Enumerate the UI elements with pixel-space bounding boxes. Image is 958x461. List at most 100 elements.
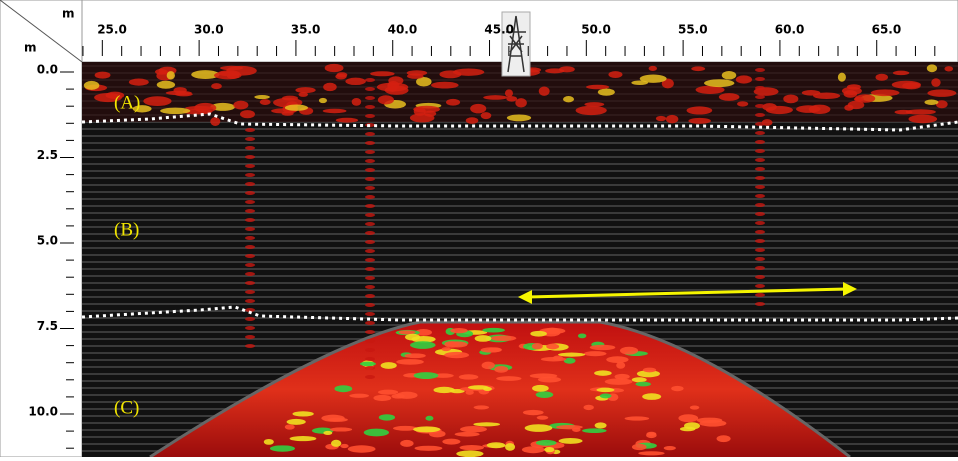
- reflection: [755, 194, 765, 198]
- reflection: [596, 387, 615, 393]
- reflection: [365, 132, 375, 136]
- reflection: [365, 204, 375, 208]
- reflection: [365, 195, 375, 199]
- reflection: [377, 389, 399, 395]
- reflection: [875, 73, 888, 81]
- reflection: [524, 424, 553, 432]
- reflection: [323, 82, 337, 92]
- reflection: [393, 425, 418, 431]
- reflection: [755, 131, 765, 135]
- reflection: [347, 445, 376, 453]
- y-tick-label: 2.5: [37, 148, 58, 162]
- reflection: [892, 70, 910, 76]
- reflection: [631, 443, 647, 451]
- y-tick-label: 10.0: [28, 405, 58, 419]
- reflection: [460, 426, 487, 433]
- reflection: [671, 385, 684, 392]
- reflection: [755, 185, 765, 189]
- reflection: [473, 405, 490, 410]
- reflection: [365, 159, 375, 163]
- x-unit: m: [62, 7, 75, 21]
- reflection: [537, 376, 562, 383]
- reflection: [321, 414, 345, 422]
- layer-label: (A): [114, 92, 140, 113]
- reflection: [240, 110, 256, 119]
- reflection: [105, 91, 125, 99]
- reflection: [490, 335, 517, 341]
- reflection: [365, 303, 375, 307]
- reflection: [245, 344, 255, 348]
- reflection: [688, 117, 711, 124]
- reflection: [396, 359, 424, 365]
- reflection: [473, 422, 501, 427]
- reflection: [245, 299, 255, 303]
- reflection: [456, 450, 484, 457]
- reflection: [245, 308, 255, 312]
- reflection: [245, 245, 255, 249]
- reflection: [370, 71, 395, 77]
- reflection: [259, 99, 271, 106]
- reflection: [506, 114, 532, 122]
- reflection: [480, 112, 492, 120]
- reflection: [530, 330, 547, 337]
- reflection: [655, 115, 667, 122]
- reflection: [365, 141, 375, 145]
- reflection: [474, 335, 492, 342]
- reflection: [594, 422, 607, 429]
- reflection: [558, 438, 583, 444]
- reflection: [635, 381, 651, 387]
- reflection: [245, 236, 255, 240]
- reflection: [755, 86, 765, 90]
- reflection: [365, 294, 375, 298]
- reflection: [813, 92, 841, 100]
- reflection: [716, 435, 731, 443]
- reflection: [373, 394, 392, 402]
- reflection: [349, 393, 370, 398]
- reflection: [351, 97, 362, 106]
- reflection: [599, 393, 612, 399]
- reflection: [695, 85, 725, 94]
- tower-icon: [501, 11, 531, 77]
- reflection: [284, 424, 295, 430]
- reflection: [365, 366, 375, 370]
- reflection: [721, 70, 737, 80]
- reflection: [870, 89, 900, 97]
- reflection: [143, 96, 172, 107]
- reflection: [365, 87, 375, 91]
- reflection: [406, 73, 424, 79]
- reflection: [191, 70, 220, 79]
- reflection: [289, 436, 317, 442]
- corner-divider: [0, 0, 83, 63]
- reflection: [365, 78, 375, 82]
- reflection: [194, 102, 217, 113]
- reflection: [365, 249, 375, 253]
- reflection: [532, 384, 549, 392]
- reflection: [755, 149, 765, 153]
- reflection: [755, 158, 765, 162]
- reflection: [323, 430, 333, 436]
- reflection: [298, 92, 309, 97]
- reflection: [755, 212, 765, 216]
- reflection: [546, 343, 560, 350]
- reflection: [233, 100, 249, 110]
- reflection: [404, 353, 426, 359]
- reflection: [506, 96, 518, 102]
- reflection: [415, 329, 432, 336]
- reflection: [425, 415, 434, 421]
- reflection: [924, 99, 939, 105]
- reflection: [504, 89, 514, 98]
- reflection: [538, 86, 550, 96]
- x-tick-label: 25.0: [97, 23, 127, 37]
- reflection: [444, 351, 470, 359]
- reflection: [755, 122, 765, 126]
- reflection: [755, 167, 765, 171]
- reflection: [614, 373, 630, 380]
- x-tick-label: 45.0: [484, 23, 514, 37]
- reflection: [213, 71, 242, 80]
- reflection: [535, 391, 554, 398]
- reflection: [663, 446, 676, 451]
- reflection: [245, 146, 255, 150]
- reflection: [365, 114, 375, 118]
- reflection: [558, 352, 586, 357]
